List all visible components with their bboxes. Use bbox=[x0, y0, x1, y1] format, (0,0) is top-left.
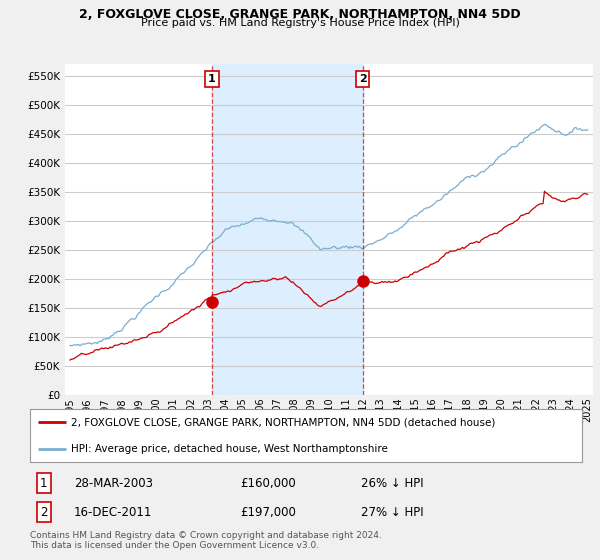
Text: 2: 2 bbox=[40, 506, 47, 519]
Text: Price paid vs. HM Land Registry's House Price Index (HPI): Price paid vs. HM Land Registry's House … bbox=[140, 18, 460, 28]
Text: 28-MAR-2003: 28-MAR-2003 bbox=[74, 477, 153, 489]
Text: 27% ↓ HPI: 27% ↓ HPI bbox=[361, 506, 424, 519]
Text: 26% ↓ HPI: 26% ↓ HPI bbox=[361, 477, 424, 489]
Text: 2, FOXGLOVE CLOSE, GRANGE PARK, NORTHAMPTON, NN4 5DD: 2, FOXGLOVE CLOSE, GRANGE PARK, NORTHAMP… bbox=[79, 8, 521, 21]
Text: 2: 2 bbox=[359, 74, 367, 84]
Text: £160,000: £160,000 bbox=[240, 477, 296, 489]
Text: 1: 1 bbox=[40, 477, 47, 489]
Text: 16-DEC-2011: 16-DEC-2011 bbox=[74, 506, 152, 519]
Text: Contains HM Land Registry data © Crown copyright and database right 2024.
This d: Contains HM Land Registry data © Crown c… bbox=[30, 531, 382, 550]
Text: £197,000: £197,000 bbox=[240, 506, 296, 519]
Bar bbox=[212, 64, 362, 395]
Text: HPI: Average price, detached house, West Northamptonshire: HPI: Average price, detached house, West… bbox=[71, 444, 388, 454]
Text: 2, FOXGLOVE CLOSE, GRANGE PARK, NORTHAMPTON, NN4 5DD (detached house): 2, FOXGLOVE CLOSE, GRANGE PARK, NORTHAMP… bbox=[71, 417, 496, 427]
Text: 1: 1 bbox=[208, 74, 216, 84]
